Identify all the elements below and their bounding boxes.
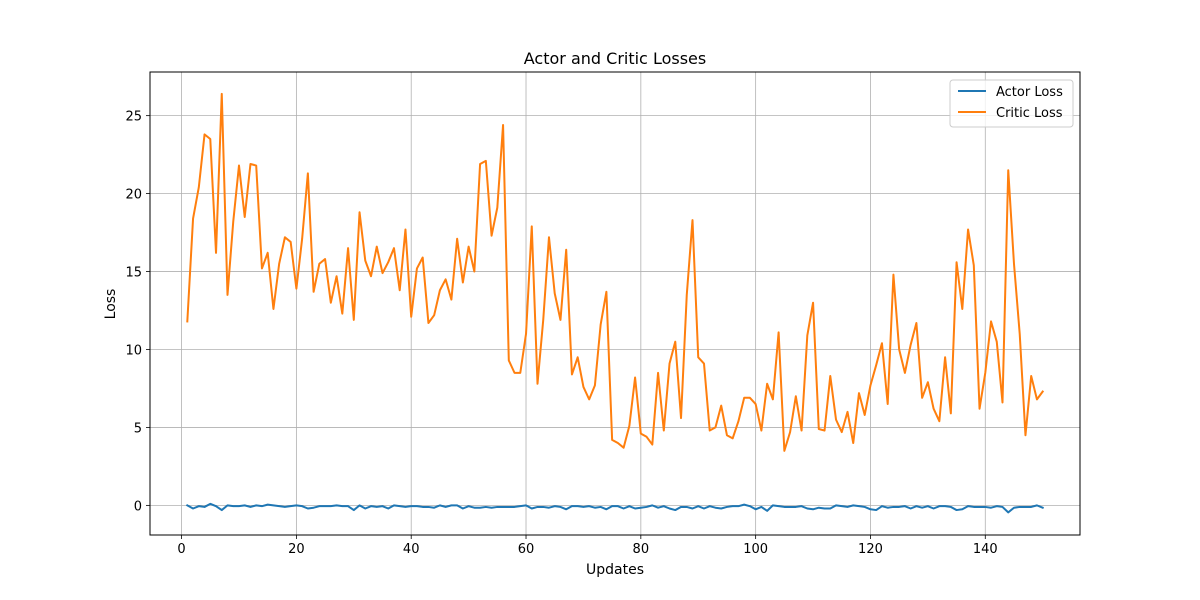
axis-ticks: 0 20 40 60 80 100 120 140 0 5 10 15 20 25 xyxy=(125,110,997,557)
x-tick-label: 0 xyxy=(177,542,185,557)
legend-label-actor: Actor Loss xyxy=(996,85,1063,100)
y-tick-label: 25 xyxy=(125,110,142,125)
x-tick-label: 20 xyxy=(288,542,305,557)
critic-loss-line xyxy=(186,92,1045,452)
x-axis-title: Updates xyxy=(586,562,644,578)
x-tick-label: 60 xyxy=(518,542,535,557)
y-tick-label: 0 xyxy=(134,499,142,514)
chart-title: Actor and Critic Losses xyxy=(524,49,706,68)
y-tick-label: 10 xyxy=(125,343,142,358)
actor-loss-line xyxy=(185,502,1044,514)
x-tick-label: 120 xyxy=(858,542,883,557)
x-tick-label: 140 xyxy=(973,542,998,557)
series-lines xyxy=(185,92,1045,514)
x-tick-label: 80 xyxy=(633,542,650,557)
y-tick-label: 15 xyxy=(125,266,142,281)
plot-frame xyxy=(149,71,1081,536)
legend-label-critic: Critic Loss xyxy=(996,106,1063,121)
y-tick-label: 20 xyxy=(125,188,142,203)
x-tick-label: 100 xyxy=(743,542,768,557)
y-tick-label: 5 xyxy=(134,421,142,436)
y-axis-title: Loss xyxy=(103,289,119,320)
legend: Actor Loss Critic Loss xyxy=(949,79,1074,128)
x-tick-label: 40 xyxy=(403,542,420,557)
